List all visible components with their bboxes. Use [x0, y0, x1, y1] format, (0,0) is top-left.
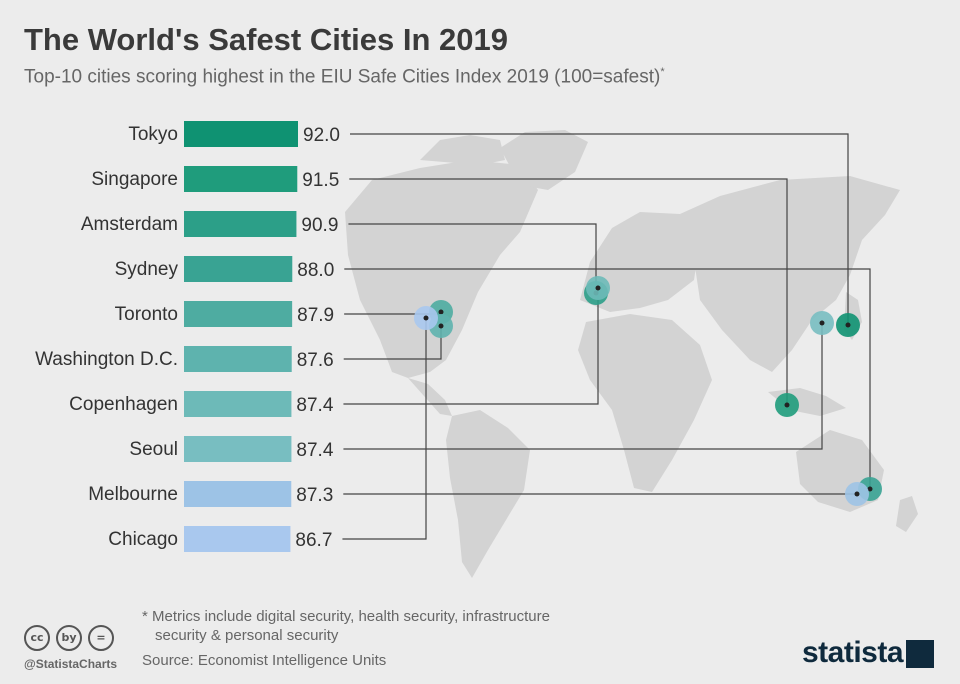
category-label-melbourne: Melbourne [88, 484, 178, 505]
marker-dot-chicago [423, 315, 429, 321]
greenland-shape [500, 130, 588, 190]
value-label-toronto: 87.9 [297, 305, 334, 326]
bars: Tokyo 92.0 Singapore 91.5 Amsterdam 90.9 Sydne… [35, 121, 340, 552]
marker-dot-tokyo [845, 322, 851, 328]
category-label-sydney: Sydney [115, 259, 179, 280]
value-label-singapore: 91.5 [302, 170, 339, 191]
marker-dot-toronto [438, 309, 444, 315]
connector-singapore [349, 178, 788, 405]
value-label-copenhagen: 87.4 [296, 395, 333, 416]
marker-dot-sydney [867, 486, 873, 492]
connector-amsterdam [348, 223, 597, 293]
statista-logo[interactable]: statista [802, 636, 904, 669]
twitter-handle[interactable]: @StatistaCharts [24, 657, 118, 671]
connector-lines [342, 133, 871, 540]
city-markers [414, 276, 882, 506]
cc-icon[interactable]: cc [24, 625, 50, 651]
bar-sydney [184, 256, 293, 282]
subtitle-text: Top-10 cities scoring highest in the EIU… [24, 66, 661, 88]
bar-amsterdam [184, 211, 297, 237]
statista-logo-icon [906, 640, 934, 668]
bar-tokyo [184, 121, 298, 147]
value-label-melbourne: 87.3 [296, 485, 333, 506]
bar-toronto [184, 301, 293, 327]
category-label-tokyo: Tokyo [128, 124, 178, 145]
license-icons: cc by = [24, 625, 120, 651]
value-label-tokyo: 92.0 [303, 125, 340, 146]
marker-dot-seoul [819, 320, 825, 326]
bar-singapore [184, 166, 298, 192]
connector-sydney [344, 268, 871, 489]
footnote-line-2: security & personal security [155, 627, 339, 644]
bar-seoul [184, 436, 292, 462]
connector-chicago [342, 318, 427, 540]
subtitle-footnote-mark: * [660, 66, 665, 78]
marker-dot-melbourne [854, 491, 860, 497]
footnote: * Metrics include digital security, heal… [142, 607, 662, 645]
source-note: Source: Economist Intelligence Units [142, 652, 387, 669]
africa-shape [578, 314, 712, 492]
bar-washington-d-c [184, 346, 292, 372]
category-label-toronto: Toronto [115, 304, 178, 325]
value-label-washington-d-c: 87.6 [297, 350, 334, 371]
marker-dot-washington-d-c [438, 323, 444, 329]
attribution-icon[interactable]: by [56, 625, 82, 651]
connector-copenhagen [343, 288, 599, 405]
connector-seoul [343, 323, 823, 450]
bar-chicago [184, 526, 291, 552]
central-america-shape [408, 378, 452, 416]
canada-islands-shape [420, 135, 505, 165]
value-label-amsterdam: 90.9 [301, 215, 338, 236]
connector-tokyo [350, 133, 849, 325]
europe-shape [580, 212, 700, 312]
footnote-line-1: * Metrics include digital security, heal… [142, 608, 550, 625]
category-label-amsterdam: Amsterdam [81, 214, 178, 235]
value-label-sydney: 88.0 [297, 260, 334, 281]
asia-shape [680, 176, 900, 372]
bar-melbourne [184, 481, 292, 507]
world-map [345, 130, 918, 578]
new-zealand-shape [896, 496, 918, 532]
marker-dot-copenhagen [595, 285, 601, 291]
category-label-copenhagen: Copenhagen [69, 394, 178, 415]
marker-dot-singapore [784, 402, 790, 408]
chart-title: The World's Safest Cities In 2019 [24, 22, 509, 57]
value-label-seoul: 87.4 [296, 440, 333, 461]
bar-copenhagen [184, 391, 292, 417]
no-derivatives-icon[interactable]: = [88, 625, 114, 651]
category-label-chicago: Chicago [108, 529, 178, 550]
value-label-chicago: 86.7 [295, 530, 332, 551]
category-label-washington-d-c: Washington D.C. [35, 349, 178, 370]
category-label-seoul: Seoul [129, 439, 178, 460]
chart-subtitle: Top-10 cities scoring highest in the EIU… [24, 66, 665, 88]
category-label-singapore: Singapore [91, 169, 178, 190]
